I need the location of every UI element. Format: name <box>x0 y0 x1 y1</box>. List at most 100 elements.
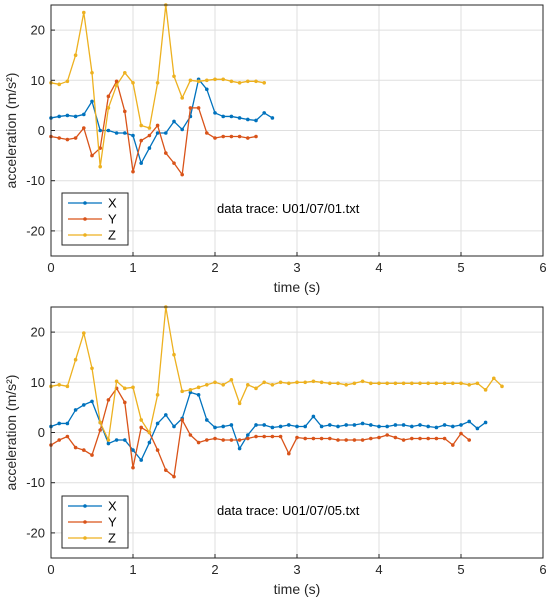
series-line-x <box>50 78 273 164</box>
data-point-y <box>303 436 308 441</box>
data-point-x <box>221 114 225 119</box>
data-point-z <box>57 383 61 387</box>
data-point-z <box>57 82 61 87</box>
legend: XYZ <box>61 495 129 549</box>
data-point-z <box>369 381 373 386</box>
data-point-z <box>73 53 78 57</box>
y-tick-label: 20 <box>31 325 45 340</box>
data-point-z <box>467 383 472 387</box>
legend-marker-x <box>83 201 87 205</box>
data-point-z <box>229 79 234 84</box>
data-point-x <box>65 421 70 426</box>
data-point-x <box>147 440 152 445</box>
data-point-x <box>82 403 86 407</box>
data-point-z <box>123 386 127 391</box>
data-point-x <box>90 399 94 404</box>
data-point-z <box>336 381 340 386</box>
data-point-x <box>196 393 201 397</box>
data-point-y <box>336 438 340 442</box>
x-axis-label: time (s) <box>274 581 321 597</box>
data-point-y <box>467 438 472 442</box>
data-point-z <box>188 388 193 392</box>
data-point-y <box>213 436 217 441</box>
data-point-x <box>205 87 209 92</box>
data-point-x <box>262 111 267 115</box>
x-tick-label: 2 <box>211 562 218 577</box>
data-point-x <box>82 112 86 117</box>
data-point-z <box>139 418 143 422</box>
data-point-y <box>237 438 242 442</box>
legend-label-x: X <box>108 196 117 211</box>
data-point-x <box>467 419 472 424</box>
data-point-y <box>426 436 431 441</box>
data-point-z <box>254 79 258 84</box>
data-point-y <box>434 436 439 441</box>
data-point-z <box>426 381 431 386</box>
legend: XYZ <box>61 192 129 246</box>
legend-marker-x <box>83 504 87 508</box>
data-point-z <box>451 381 455 386</box>
x-tick-label: 2 <box>211 260 218 275</box>
legend-marker-z <box>83 233 87 237</box>
legend-marker-z <box>83 536 87 540</box>
data-point-y <box>172 161 176 165</box>
x-axis-label: time (s) <box>274 279 321 295</box>
y-tick-label: 10 <box>31 73 45 88</box>
data-trace-annotation: data trace: U01/07/05.txt <box>217 503 360 518</box>
data-point-y <box>98 428 102 432</box>
data-point-z <box>180 96 184 100</box>
data-point-x <box>270 116 275 120</box>
data-point-x <box>114 131 119 135</box>
data-point-z <box>434 381 439 386</box>
data-point-z <box>131 385 135 390</box>
data-point-y <box>106 398 111 402</box>
data-point-x <box>237 446 242 451</box>
data-point-y <box>360 438 365 442</box>
x-tick-label: 5 <box>457 260 464 275</box>
data-point-x <box>229 114 234 119</box>
data-point-y <box>180 418 184 422</box>
data-point-x <box>123 131 127 135</box>
data-point-z <box>98 420 102 425</box>
data-point-x <box>205 418 209 422</box>
legend-label-z: Z <box>108 228 116 243</box>
data-point-y <box>229 438 234 442</box>
data-point-x <box>287 423 291 427</box>
data-point-z <box>287 381 291 386</box>
data-point-x <box>254 118 258 123</box>
data-point-y <box>319 436 324 441</box>
data-point-z <box>180 389 184 394</box>
x-tick-label: 3 <box>293 562 300 577</box>
data-point-x <box>385 424 390 429</box>
legend-label-y: Y <box>108 212 117 227</box>
data-point-z <box>213 77 217 82</box>
data-point-z <box>229 377 234 382</box>
data-point-x <box>311 414 316 419</box>
data-point-z <box>82 331 86 335</box>
x-tick-label: 1 <box>129 260 136 275</box>
data-point-y <box>385 433 390 437</box>
legend-label-x: X <box>108 499 117 514</box>
data-point-x <box>295 424 299 429</box>
data-point-z <box>393 381 398 386</box>
data-point-x <box>114 438 119 442</box>
data-point-x <box>319 424 324 429</box>
data-point-z <box>270 383 275 387</box>
data-point-y <box>270 434 275 439</box>
data-point-z <box>188 78 193 83</box>
data-point-z <box>385 381 390 386</box>
data-point-x <box>278 424 283 429</box>
data-point-z <box>65 79 70 84</box>
data-point-y <box>164 151 168 155</box>
data-point-y <box>90 153 94 158</box>
data-point-z <box>98 164 102 169</box>
x-tick-label: 4 <box>375 260 382 275</box>
series-line-y <box>50 387 470 478</box>
data-point-y <box>393 435 398 440</box>
data-point-y <box>155 123 160 128</box>
y-tick-label: 0 <box>38 123 45 138</box>
x-tick-label: 6 <box>539 260 546 275</box>
data-point-y <box>418 436 422 441</box>
data-point-x <box>73 114 78 119</box>
